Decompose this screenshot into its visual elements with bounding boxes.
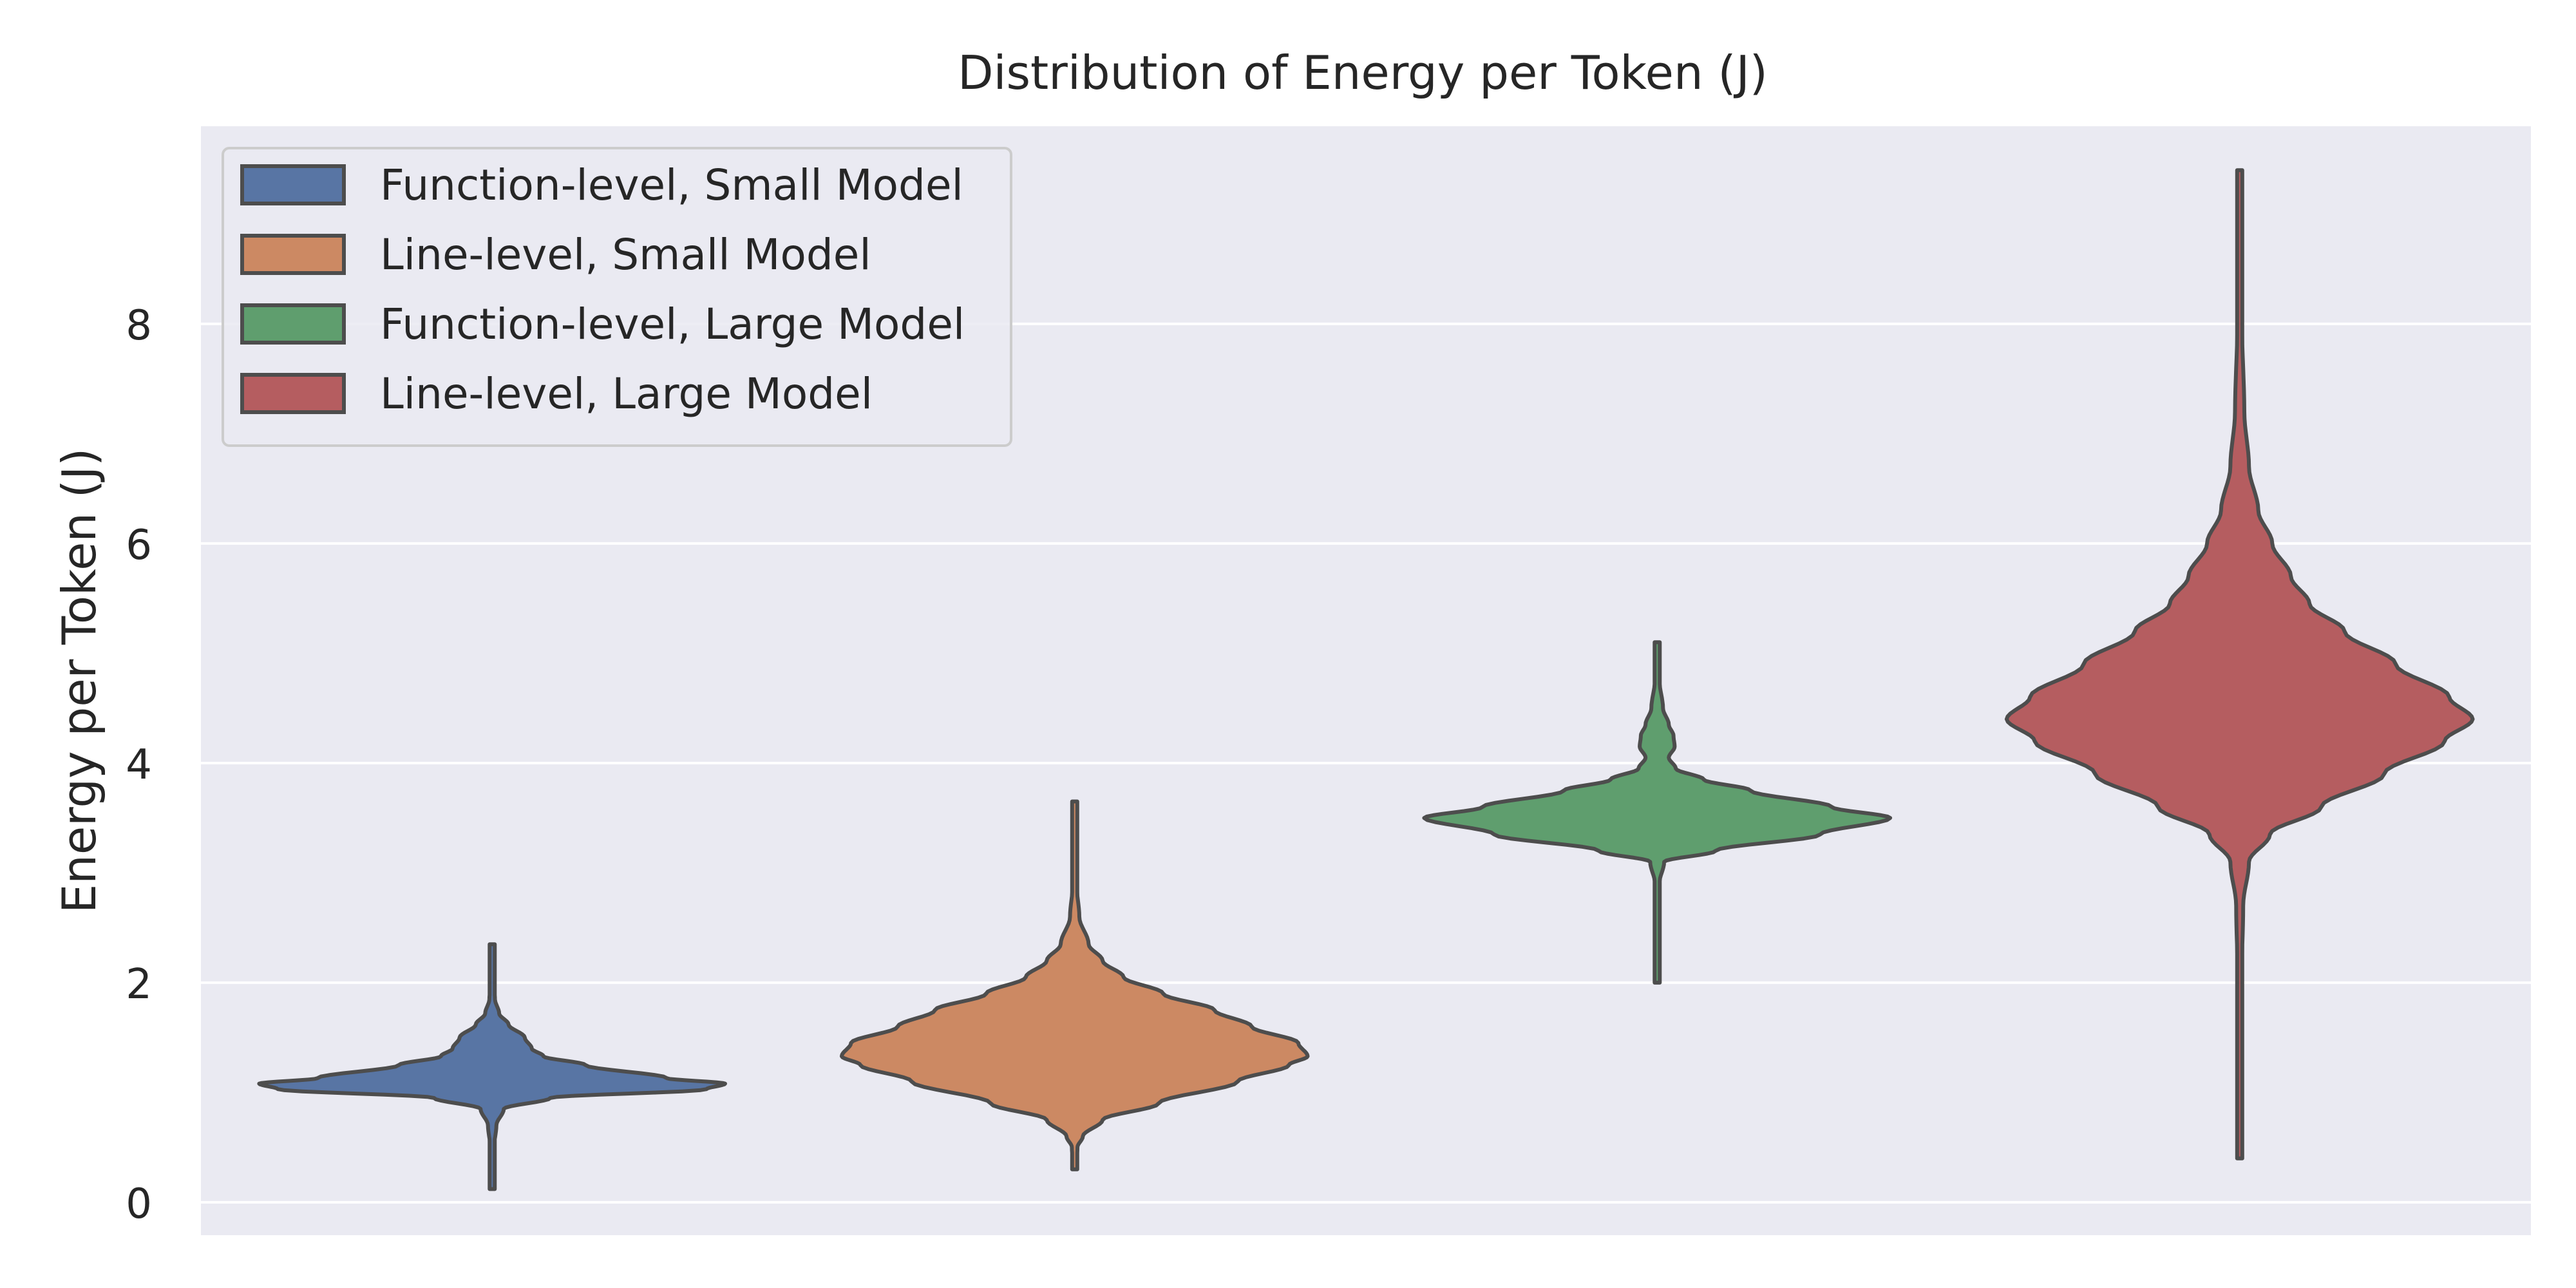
legend-label: Line-level, Small Model (380, 230, 871, 279)
violin-4 (2004, 168, 2475, 1160)
legend-swatch (240, 373, 346, 414)
legend-swatch (240, 234, 346, 275)
violins (257, 168, 2475, 1191)
violin-1 (257, 942, 727, 1191)
y-axis-label: Energy per Token (J) (52, 448, 106, 914)
violin-3 (1422, 640, 1893, 985)
y-tick-label: 0 (126, 1180, 152, 1228)
legend: Function-level, Small Model Line-level, S… (222, 147, 1012, 447)
legend-swatch (240, 303, 346, 345)
legend-label: Function-level, Small Model (380, 160, 963, 210)
y-axis-ticks: 0 2 4 6 8 (126, 302, 152, 1228)
chart-title: Distribution of Energy per Token (J) (958, 46, 1768, 100)
legend-label: Line-level, Large Model (380, 369, 873, 419)
legend-swatch (240, 164, 346, 205)
legend-box (222, 147, 1012, 447)
legend-label: Function-level, Large Model (380, 299, 965, 349)
y-tick-label: 8 (126, 302, 152, 350)
y-tick-label: 2 (126, 961, 152, 1009)
y-tick-label: 6 (126, 522, 152, 569)
y-tick-label: 4 (126, 741, 152, 789)
violin-2 (840, 799, 1310, 1171)
